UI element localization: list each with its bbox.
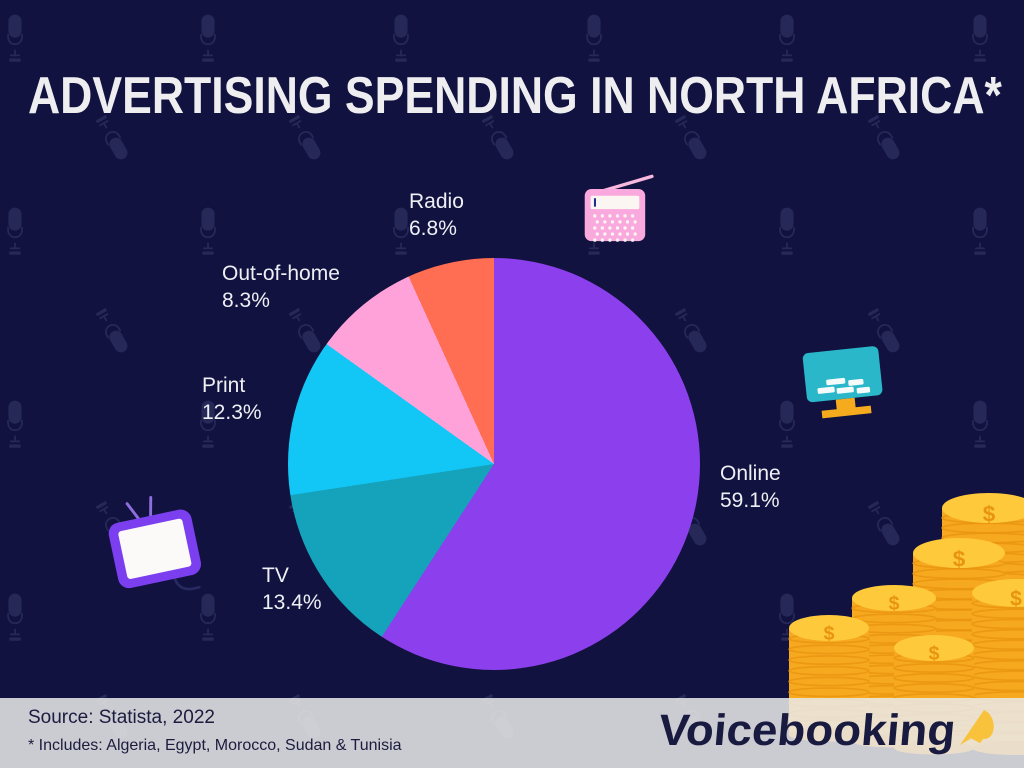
svg-text:$: $ [929, 643, 940, 665]
svg-text:$: $ [824, 623, 835, 645]
svg-text:$: $ [889, 593, 900, 615]
svg-text:$: $ [953, 546, 966, 571]
svg-text:$: $ [1010, 588, 1022, 611]
svg-text:$: $ [983, 501, 996, 526]
